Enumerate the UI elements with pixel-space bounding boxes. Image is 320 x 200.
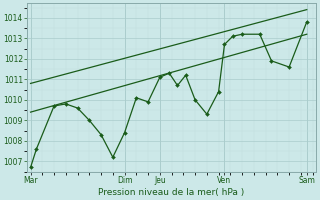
X-axis label: Pression niveau de la mer( hPa ): Pression niveau de la mer( hPa ) [99,188,245,197]
